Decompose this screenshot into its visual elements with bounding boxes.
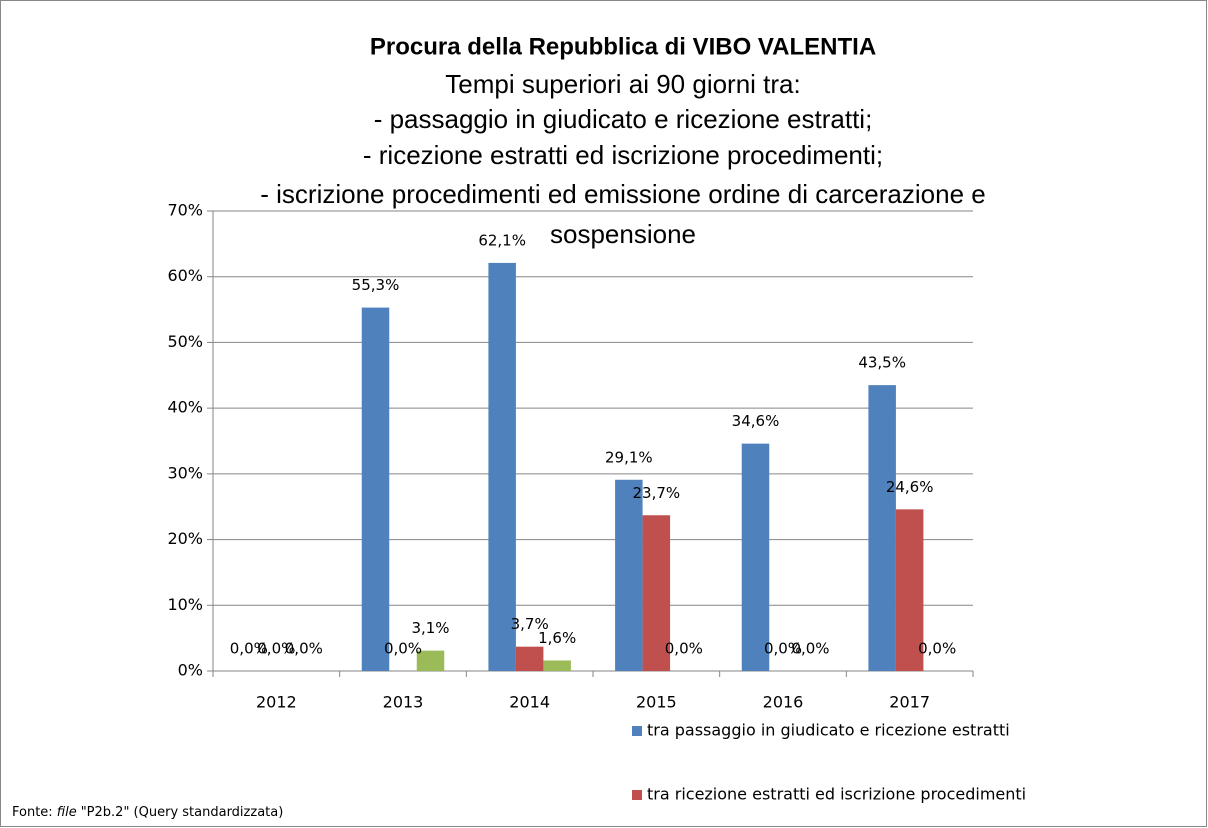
x-tick-label: 2014 xyxy=(509,693,550,712)
bar xyxy=(361,307,390,671)
data-label: 34,6% xyxy=(732,412,780,430)
subtitle-line: - ricezione estratti ed iscrizione proce… xyxy=(363,140,883,170)
x-tick-label: 2016 xyxy=(763,693,804,712)
y-tick-label: 70% xyxy=(167,201,203,220)
bar xyxy=(868,385,896,671)
data-label: 3,1% xyxy=(411,619,449,637)
data-label: 24,6% xyxy=(886,478,934,496)
y-tick-label: 60% xyxy=(167,266,203,285)
data-label: 55,3% xyxy=(352,276,400,294)
legend-swatch xyxy=(632,726,642,736)
bar xyxy=(741,443,770,671)
data-label: 0,0% xyxy=(384,640,422,658)
legend-label: tra ricezione estratti ed iscrizione pro… xyxy=(647,785,1026,804)
x-tick-label: 2017 xyxy=(889,693,930,712)
y-tick-label: 50% xyxy=(167,332,203,351)
y-tick-label: 40% xyxy=(167,398,203,417)
bar xyxy=(543,660,571,671)
bar xyxy=(895,509,924,671)
grid: 0% 10% 20% 30% 40% 50% 60% 70% 2012 2013 2014 2015 2… xyxy=(167,201,1026,804)
data-label: 0,0% xyxy=(230,640,268,658)
footer-rest: "P2b.2" (Query standardizzata) xyxy=(81,805,284,820)
footer: Fonte: file "P2b.2" (Query standardizzata) xyxy=(12,805,283,820)
data-label: 0,0% xyxy=(285,640,323,658)
y-tick-label: 30% xyxy=(167,463,203,482)
data-label: 0,0% xyxy=(791,640,829,658)
bar xyxy=(515,646,544,671)
data-label: 0,0% xyxy=(918,640,956,658)
x-tick-label: 2013 xyxy=(383,693,424,712)
x-tick-label: 2012 xyxy=(256,693,297,712)
data-label: 3,7% xyxy=(511,615,549,633)
x-tick-label: 2015 xyxy=(636,693,677,712)
chart-title: Procura della Repubblica di VIBO VALENTI… xyxy=(370,33,876,60)
subtitle-line: Tempi superiori ai 90 giorni tra: xyxy=(445,69,801,99)
footer-prefix: Fonte: xyxy=(12,805,53,820)
subtitle-line: - passaggio in giudicato e ricezione est… xyxy=(374,104,873,134)
data-label: 29,1% xyxy=(605,448,653,466)
data-label: 43,5% xyxy=(858,354,906,372)
subtitle: Tempi superiori ai 90 giorni tra: - passa… xyxy=(260,69,985,249)
legend-label: tra passaggio in giudicato e ricezione e… xyxy=(647,721,1010,740)
legend-swatch xyxy=(632,790,642,800)
y-tick-label: 10% xyxy=(167,595,203,614)
bar xyxy=(615,479,643,671)
bars xyxy=(361,262,924,671)
bar xyxy=(416,650,445,671)
data-label: 0,0% xyxy=(665,640,703,658)
labels: 0,0%0,0%0,0%55,3%0,0%3,1%62,1%3,7%1,6%29… xyxy=(230,231,956,657)
data-label: 62,1% xyxy=(478,231,526,249)
y-tick-label: 20% xyxy=(167,529,203,548)
bar xyxy=(488,262,516,671)
data-label: 0,0% xyxy=(764,640,802,658)
y-tick-label: 0% xyxy=(178,661,203,680)
subtitle-line: - iscrizione procedimenti ed emissione o… xyxy=(260,179,985,209)
data-label: 0,0% xyxy=(257,640,295,658)
footer-file: file xyxy=(57,805,77,820)
data-label: 23,7% xyxy=(633,484,681,502)
subtitle-line: sospensione xyxy=(550,219,696,249)
bar xyxy=(642,515,671,671)
data-label: 1,6% xyxy=(538,629,576,647)
